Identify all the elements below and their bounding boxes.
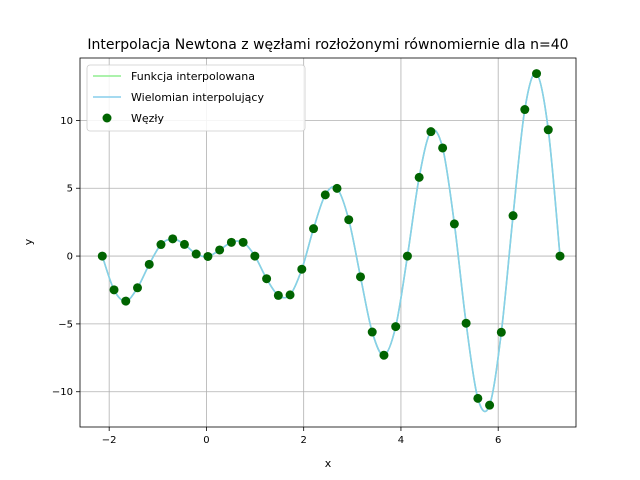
node-point	[250, 251, 260, 261]
node-point	[297, 264, 307, 274]
node-point	[391, 322, 401, 332]
node-point	[438, 143, 448, 153]
y-tick-label: −5	[58, 319, 73, 330]
ticks-layer: −2 0 2 4 6 −10 −5 0 5 10	[52, 116, 501, 446]
x-tick-label: 6	[495, 435, 501, 446]
plot-frame	[79, 57, 577, 428]
node-point	[402, 251, 412, 261]
node-point	[532, 69, 542, 79]
chart-title: Interpolacja Newtona z węzłami rozłożony…	[87, 37, 568, 53]
legend-label-nodes: Węzły	[131, 112, 165, 125]
node-point	[485, 400, 495, 410]
node-point	[109, 285, 119, 295]
node-point	[508, 211, 518, 221]
node-point	[191, 249, 201, 259]
node-point	[273, 290, 283, 300]
x-axis-label: x	[325, 457, 332, 470]
y-tick-label: 10	[60, 116, 73, 127]
node-point	[461, 318, 471, 328]
node-point	[520, 105, 530, 115]
node-point	[414, 172, 424, 182]
node-point	[426, 127, 436, 137]
node-point	[309, 224, 319, 234]
node-point	[262, 274, 272, 284]
node-point	[344, 215, 354, 225]
node-point	[97, 251, 107, 261]
x-tick-label: 4	[398, 435, 404, 446]
y-tick-label: 0	[67, 252, 73, 263]
y-tick-label: 5	[67, 184, 73, 195]
legend-label-function: Funkcja interpolowana	[131, 70, 255, 83]
node-point	[144, 259, 154, 269]
node-point	[555, 251, 565, 261]
legend-frame	[86, 64, 306, 132]
node-point	[473, 393, 483, 403]
node-point	[215, 245, 225, 255]
node-point	[285, 290, 295, 300]
x-tick-label: 0	[203, 435, 209, 446]
node-point	[355, 272, 365, 282]
y-tick-label: −10	[52, 387, 73, 398]
node-point	[226, 237, 236, 247]
node-point	[179, 239, 189, 249]
node-point	[168, 234, 178, 244]
node-point	[133, 283, 142, 293]
x-tick-label: −2	[102, 435, 117, 446]
node-point	[121, 296, 131, 306]
node-point	[320, 190, 330, 200]
x-tick-label: 2	[300, 435, 306, 446]
legend-swatch-nodes	[102, 113, 112, 123]
node-point	[203, 251, 213, 261]
node-point	[156, 240, 166, 250]
legend: Funkcja interpolowana Wielomian interpol…	[86, 64, 306, 132]
node-point	[238, 237, 248, 247]
node-point	[543, 125, 553, 135]
legend-label-polynomial: Wielomian interpolujący	[131, 91, 264, 104]
node-point	[379, 350, 389, 360]
y-axis-label: y	[22, 238, 35, 245]
node-point	[496, 327, 506, 337]
nodes-layer	[97, 69, 565, 410]
node-point	[449, 219, 459, 229]
node-point	[332, 183, 342, 193]
node-point	[367, 327, 377, 337]
